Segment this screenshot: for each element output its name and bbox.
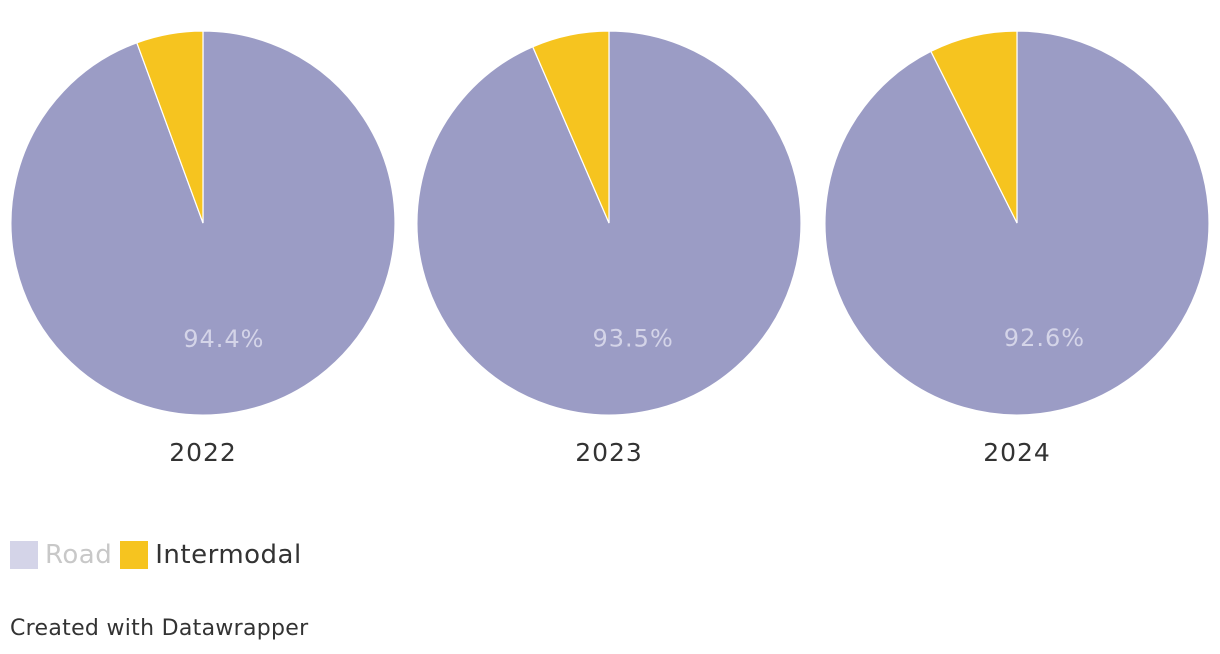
- legend: Road Intermodal: [10, 538, 310, 572]
- slice-intermodal-2022[interactable]: [136, 30, 204, 224]
- pie-year-label-2024: 2024: [983, 438, 1051, 467]
- legend-swatch-road: [10, 541, 38, 569]
- legend-swatch-intermodal: [120, 541, 149, 569]
- pie-year-label-2023: 2023: [575, 438, 643, 467]
- pie-2024: 92.6% 2024: [824, 30, 1210, 467]
- slice-intermodal-2023[interactable]: [531, 30, 610, 224]
- slice-value-label-2023: 93.5%: [593, 325, 674, 353]
- legend-label-road: Road: [45, 540, 113, 570]
- pie-2022: 94.4% 2022: [10, 30, 396, 467]
- slice-value-label-2024: 92.6%: [1004, 324, 1085, 352]
- pie-2023: 93.5% 2023: [416, 30, 802, 467]
- pie-charts: 94.4% 2022 93.5% 2023 92.6% 2024: [10, 30, 1210, 467]
- legend-label-intermodal: Intermodal: [155, 540, 302, 570]
- legend-item-road[interactable]: Road: [10, 540, 112, 570]
- legend-item-intermodal[interactable]: Intermodal: [120, 540, 301, 570]
- pie-year-label-2022: 2022: [169, 438, 237, 467]
- slice-value-label-2022: 94.4%: [183, 325, 264, 353]
- slice-intermodal-2024[interactable]: [930, 30, 1018, 224]
- credit-text: Created with Datawrapper: [10, 616, 309, 641]
